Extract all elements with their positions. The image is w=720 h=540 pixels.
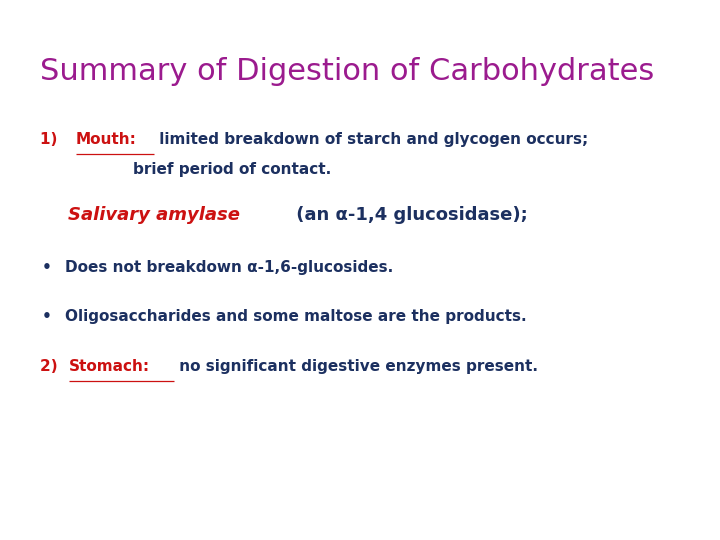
Text: •: • xyxy=(42,309,52,324)
Text: Summary of Digestion of Carbohydrates: Summary of Digestion of Carbohydrates xyxy=(40,57,654,86)
Text: brief period of contact.: brief period of contact. xyxy=(133,162,331,177)
Text: •: • xyxy=(42,260,52,275)
Text: Mouth:: Mouth: xyxy=(76,132,137,147)
Text: Salivary amylase: Salivary amylase xyxy=(68,206,240,224)
Text: Does not breakdown α-1,6-glucosides.: Does not breakdown α-1,6-glucosides. xyxy=(65,260,393,275)
Text: Oligosaccharides and some maltose are the products.: Oligosaccharides and some maltose are th… xyxy=(65,309,526,324)
Text: Stomach:: Stomach: xyxy=(69,359,150,374)
Text: (an α-1,4 glucosidase);: (an α-1,4 glucosidase); xyxy=(290,206,528,224)
Text: no significant digestive enzymes present.: no significant digestive enzymes present… xyxy=(174,359,538,374)
Text: 1): 1) xyxy=(40,132,68,147)
Text: 2): 2) xyxy=(40,359,63,374)
Text: limited breakdown of starch and glycogen occurs;: limited breakdown of starch and glycogen… xyxy=(154,132,588,147)
